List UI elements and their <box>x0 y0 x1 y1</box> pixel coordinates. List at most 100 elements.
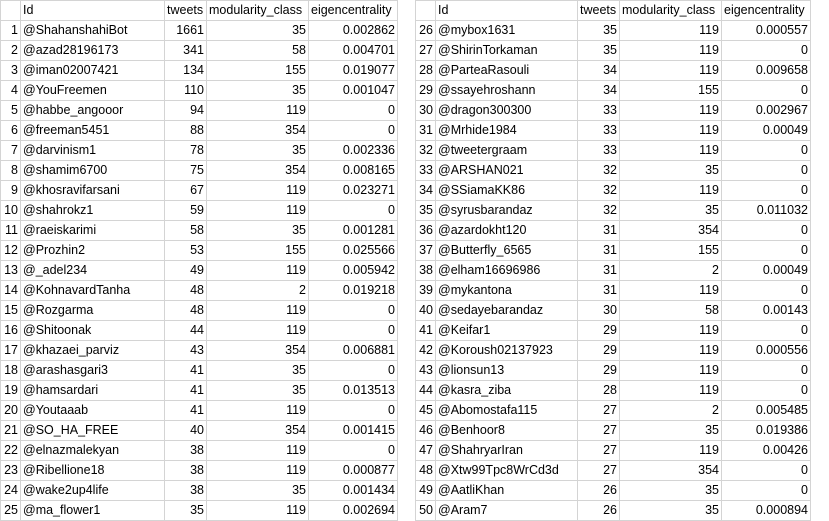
modularity-class-cell[interactable]: 58 <box>206 40 309 61</box>
row-number-cell[interactable]: 23 <box>0 460 21 481</box>
row-number-cell[interactable]: 12 <box>0 240 21 261</box>
id-cell[interactable]: @Abomostafa115 <box>435 400 578 421</box>
eigencentrality-cell[interactable]: 0 <box>308 120 398 141</box>
tweets-cell[interactable]: 30 <box>577 300 620 321</box>
row-number-cell[interactable]: 24 <box>0 480 21 501</box>
row-number-cell[interactable]: 20 <box>0 400 21 421</box>
eigencentrality-cell[interactable]: 0.00426 <box>721 440 811 461</box>
modularity-class-cell[interactable]: 119 <box>206 400 309 421</box>
id-cell[interactable]: @ParteaRasouli <box>435 60 578 81</box>
id-cell[interactable]: @habbe_angooor <box>20 100 165 121</box>
id-cell[interactable]: @Shitoonak <box>20 320 165 341</box>
id-cell[interactable]: @shamim6700 <box>20 160 165 181</box>
row-number-cell[interactable]: 44 <box>415 380 436 401</box>
modularity-class-cell[interactable]: 119 <box>619 360 722 381</box>
tweets-cell[interactable]: 75 <box>164 160 207 181</box>
id-cell[interactable]: @elham16696986 <box>435 260 578 281</box>
id-cell[interactable]: @hamsardari <box>20 380 165 401</box>
eigencentrality-cell[interactable]: 0 <box>721 220 811 241</box>
row-number-cell[interactable]: 21 <box>0 420 21 441</box>
id-cell[interactable]: @Koroush02137923 <box>435 340 578 361</box>
modularity-class-cell[interactable]: 119 <box>619 180 722 201</box>
tweets-cell[interactable]: 27 <box>577 420 620 441</box>
row-number-header[interactable] <box>0 0 21 21</box>
eigencentrality-cell[interactable]: 0 <box>721 80 811 101</box>
modularity-class-cell[interactable]: 119 <box>619 40 722 61</box>
eigencentrality-cell[interactable]: 0.019077 <box>308 60 398 81</box>
modularity-class-cell[interactable]: 2 <box>619 400 722 421</box>
id-cell[interactable]: @azardokht120 <box>435 220 578 241</box>
id-cell[interactable]: @SSiamaKK86 <box>435 180 578 201</box>
row-number-cell[interactable]: 30 <box>415 100 436 121</box>
tweets-cell[interactable]: 26 <box>577 500 620 521</box>
modularity-class-cell[interactable]: 119 <box>619 20 722 41</box>
tweets-cell[interactable]: 32 <box>577 200 620 221</box>
modularity-class-cell[interactable]: 119 <box>206 300 309 321</box>
eigencentrality-cell[interactable]: 0 <box>308 440 398 461</box>
eigencentrality-cell[interactable]: 0.00049 <box>721 120 811 141</box>
eigencentrality-cell[interactable]: 0.019386 <box>721 420 811 441</box>
modularity-class-cell[interactable]: 354 <box>206 160 309 181</box>
row-number-cell[interactable]: 8 <box>0 160 21 181</box>
tweets-cell[interactable]: 41 <box>164 380 207 401</box>
tweets-cell[interactable]: 34 <box>577 80 620 101</box>
modularity-class-cell[interactable]: 119 <box>619 60 722 81</box>
eigencentrality-cell[interactable]: 0.000894 <box>721 500 811 521</box>
modularity-class-cell[interactable]: 119 <box>206 320 309 341</box>
id-cell[interactable]: @kasra_ziba <box>435 380 578 401</box>
modularity-class-cell[interactable]: 35 <box>206 140 309 161</box>
eigencentrality-cell[interactable]: 0 <box>721 140 811 161</box>
modularity-class-cell[interactable]: 155 <box>619 80 722 101</box>
tweets-cell[interactable]: 27 <box>577 400 620 421</box>
modularity-class-cell[interactable]: 354 <box>619 220 722 241</box>
id-cell[interactable]: @Mrhide1984 <box>435 120 578 141</box>
eigencentrality-cell[interactable]: 0.023271 <box>308 180 398 201</box>
eigencentrality-cell[interactable]: 0.002694 <box>308 500 398 521</box>
tweets-cell[interactable]: 38 <box>164 480 207 501</box>
modularity-class-cell[interactable]: 35 <box>619 160 722 181</box>
tweets-cell[interactable]: 31 <box>577 220 620 241</box>
id-cell[interactable]: @Aram7 <box>435 500 578 521</box>
tweets-cell[interactable]: 31 <box>577 260 620 281</box>
modularity-class-cell[interactable]: 119 <box>619 340 722 361</box>
modularity-class-cell[interactable]: 119 <box>619 280 722 301</box>
row-number-cell[interactable]: 13 <box>0 260 21 281</box>
eigencentrality-cell[interactable]: 0.005942 <box>308 260 398 281</box>
tweets-cell[interactable]: 29 <box>577 340 620 361</box>
header-id[interactable]: Id <box>435 0 578 21</box>
tweets-cell[interactable]: 94 <box>164 100 207 121</box>
eigencentrality-cell[interactable]: 0.005485 <box>721 400 811 421</box>
row-number-cell[interactable]: 28 <box>415 60 436 81</box>
id-cell[interactable]: @ssayehroshann <box>435 80 578 101</box>
tweets-cell[interactable]: 35 <box>577 40 620 61</box>
tweets-cell[interactable]: 48 <box>164 300 207 321</box>
tweets-cell[interactable]: 27 <box>577 460 620 481</box>
id-cell[interactable]: @raeiskarimi <box>20 220 165 241</box>
id-cell[interactable]: @ARSHAN021 <box>435 160 578 181</box>
row-number-cell[interactable]: 11 <box>0 220 21 241</box>
modularity-class-cell[interactable]: 35 <box>206 480 309 501</box>
row-number-header[interactable] <box>415 0 436 21</box>
eigencentrality-cell[interactable]: 0 <box>721 480 811 501</box>
id-cell[interactable]: @Rozgarma <box>20 300 165 321</box>
tweets-cell[interactable]: 43 <box>164 340 207 361</box>
modularity-class-cell[interactable]: 119 <box>206 180 309 201</box>
row-number-cell[interactable]: 35 <box>415 200 436 221</box>
tweets-cell[interactable]: 38 <box>164 440 207 461</box>
tweets-cell[interactable]: 33 <box>577 120 620 141</box>
eigencentrality-cell[interactable]: 0 <box>721 280 811 301</box>
modularity-class-cell[interactable]: 35 <box>619 200 722 221</box>
id-cell[interactable]: @lionsun13 <box>435 360 578 381</box>
row-number-cell[interactable]: 39 <box>415 280 436 301</box>
row-number-cell[interactable]: 45 <box>415 400 436 421</box>
modularity-class-cell[interactable]: 354 <box>206 340 309 361</box>
eigencentrality-cell[interactable]: 0 <box>308 300 398 321</box>
row-number-cell[interactable]: 26 <box>415 20 436 41</box>
eigencentrality-cell[interactable]: 0 <box>721 460 811 481</box>
modularity-class-cell[interactable]: 2 <box>206 280 309 301</box>
id-cell[interactable]: @shahrokz1 <box>20 200 165 221</box>
tweets-cell[interactable]: 49 <box>164 260 207 281</box>
row-number-cell[interactable]: 46 <box>415 420 436 441</box>
id-cell[interactable]: @ma_flower1 <box>20 500 165 521</box>
eigencentrality-cell[interactable]: 0.00143 <box>721 300 811 321</box>
